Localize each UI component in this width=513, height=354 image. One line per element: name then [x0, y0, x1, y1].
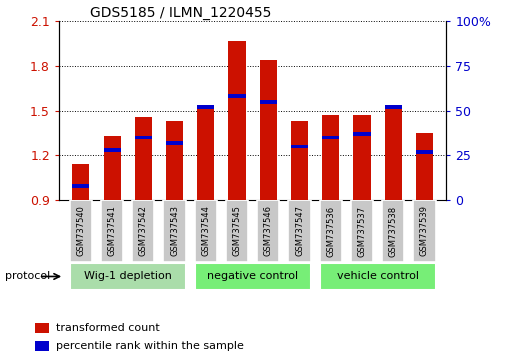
- Bar: [288, 200, 310, 262]
- Bar: [35, 341, 49, 350]
- Bar: [164, 200, 186, 262]
- Bar: [291, 144, 308, 148]
- Text: GSM737538: GSM737538: [389, 205, 398, 257]
- Text: GSM737539: GSM737539: [420, 205, 429, 257]
- Bar: [257, 200, 280, 262]
- Bar: [260, 60, 277, 200]
- Bar: [195, 263, 310, 290]
- Bar: [197, 106, 214, 200]
- Text: vehicle control: vehicle control: [337, 271, 419, 281]
- Text: Wig-1 depletion: Wig-1 depletion: [84, 271, 172, 281]
- Bar: [353, 132, 370, 136]
- Bar: [320, 200, 342, 262]
- Bar: [166, 121, 183, 200]
- Bar: [101, 200, 123, 262]
- Bar: [291, 121, 308, 200]
- Text: GSM737544: GSM737544: [201, 206, 210, 256]
- Bar: [135, 116, 152, 200]
- Bar: [104, 136, 121, 200]
- Bar: [320, 263, 436, 290]
- Bar: [416, 150, 433, 154]
- Bar: [351, 200, 373, 262]
- Text: transformed count: transformed count: [56, 323, 160, 333]
- Text: GSM737543: GSM737543: [170, 205, 179, 257]
- Bar: [135, 136, 152, 139]
- Text: negative control: negative control: [207, 271, 298, 281]
- Bar: [260, 100, 277, 104]
- Bar: [385, 105, 402, 109]
- Bar: [382, 200, 404, 262]
- Bar: [322, 136, 339, 139]
- Bar: [197, 105, 214, 109]
- Bar: [72, 164, 89, 200]
- Bar: [104, 148, 121, 152]
- Bar: [322, 115, 339, 200]
- Text: GSM737546: GSM737546: [264, 205, 273, 257]
- Bar: [416, 133, 433, 200]
- Text: protocol: protocol: [5, 272, 50, 281]
- Text: GSM737540: GSM737540: [76, 206, 85, 256]
- Bar: [228, 41, 246, 200]
- Bar: [226, 200, 248, 262]
- Text: GSM737547: GSM737547: [295, 205, 304, 257]
- Bar: [35, 323, 49, 333]
- Text: GSM737536: GSM737536: [326, 205, 335, 257]
- Text: GSM737537: GSM737537: [358, 205, 366, 257]
- Text: GDS5185 / ILMN_1220455: GDS5185 / ILMN_1220455: [90, 6, 271, 20]
- Bar: [166, 141, 183, 145]
- Bar: [72, 184, 89, 188]
- Bar: [228, 95, 246, 98]
- Bar: [385, 108, 402, 200]
- Bar: [353, 115, 370, 200]
- Text: percentile rank within the sample: percentile rank within the sample: [56, 341, 244, 350]
- Bar: [70, 263, 186, 290]
- Text: GSM737545: GSM737545: [232, 206, 242, 256]
- Bar: [413, 200, 436, 262]
- Bar: [132, 200, 154, 262]
- Text: GSM737542: GSM737542: [139, 206, 148, 256]
- Text: GSM737541: GSM737541: [108, 206, 116, 256]
- Bar: [195, 200, 217, 262]
- Bar: [70, 200, 92, 262]
